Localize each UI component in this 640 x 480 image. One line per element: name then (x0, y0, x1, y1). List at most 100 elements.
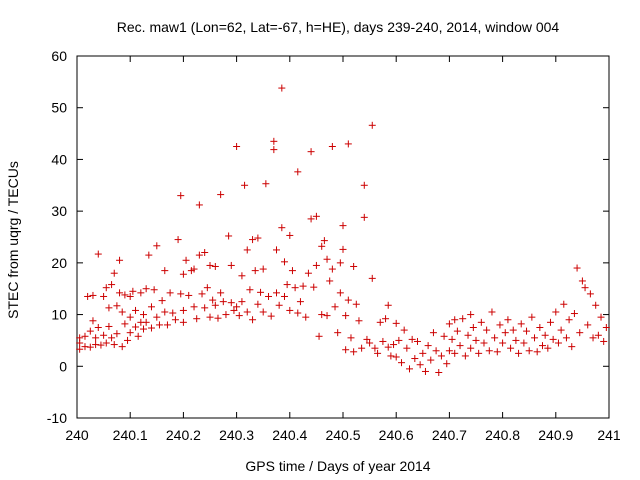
data-point (169, 309, 177, 317)
data-point (501, 329, 509, 337)
data-point (182, 256, 190, 264)
data-point (304, 269, 312, 277)
data-point (307, 215, 315, 223)
data-point (137, 289, 145, 297)
data-point (230, 306, 238, 314)
data-point (360, 213, 368, 221)
y-tick-label: -10 (47, 410, 67, 426)
data-point (92, 341, 100, 349)
data-point (408, 335, 416, 343)
data-point (344, 296, 352, 304)
data-point (576, 329, 584, 337)
data-point (219, 298, 227, 306)
data-point (126, 292, 134, 300)
data-point (211, 301, 219, 309)
data-point (100, 331, 108, 339)
data-point (299, 282, 307, 290)
data-point (416, 361, 424, 369)
data-point (243, 246, 251, 254)
data-point (296, 298, 304, 306)
data-point (275, 301, 283, 309)
data-point (334, 329, 342, 337)
data-point (267, 312, 275, 320)
data-point (395, 336, 403, 344)
data-point (89, 291, 97, 299)
data-point (147, 324, 155, 332)
y-tick-label: 50 (51, 100, 67, 116)
data-point (288, 267, 296, 275)
data-point (517, 320, 525, 328)
data-point (206, 313, 214, 321)
data-point (568, 343, 576, 351)
data-point (424, 342, 432, 350)
data-point (238, 298, 246, 306)
x-tick-label: 240.5 (325, 427, 360, 443)
data-point (307, 148, 315, 156)
data-point (177, 192, 185, 200)
data-point (350, 348, 358, 356)
data-point (235, 312, 243, 320)
data-point (363, 335, 371, 343)
data-point (150, 286, 158, 294)
data-point (384, 301, 392, 309)
x-tick-label: 240.1 (113, 427, 148, 443)
data-point (278, 84, 286, 92)
data-point (440, 332, 448, 340)
data-point (443, 360, 451, 368)
data-point (116, 256, 124, 264)
data-point (209, 296, 217, 304)
data-point (597, 313, 605, 321)
data-point (323, 312, 331, 320)
data-point (254, 300, 262, 308)
data-point (190, 265, 198, 273)
data-point (352, 300, 360, 308)
data-point (315, 332, 323, 340)
data-point (379, 337, 387, 345)
x-tick-label: 240.2 (166, 427, 201, 443)
data-point (222, 311, 230, 319)
data-point (384, 343, 392, 351)
data-point (113, 302, 121, 310)
data-point (166, 289, 174, 297)
data-point (259, 308, 267, 316)
data-point (390, 341, 398, 349)
data-point (140, 311, 147, 319)
data-point (134, 332, 142, 340)
data-point (562, 334, 570, 342)
data-point (105, 322, 113, 330)
data-point (453, 327, 461, 335)
data-point (488, 308, 496, 316)
data-point (445, 347, 453, 355)
data-point (584, 321, 592, 329)
data-point (97, 341, 105, 349)
data-point (339, 222, 347, 230)
data-point (445, 320, 453, 328)
data-point (108, 334, 116, 342)
data-point (270, 137, 278, 145)
x-tick-label: 240.3 (219, 427, 254, 443)
data-point (310, 283, 318, 291)
data-point (126, 329, 134, 337)
data-point (504, 316, 512, 324)
data-point (387, 352, 395, 360)
data-point (461, 352, 469, 360)
x-tick-label: 240.6 (379, 427, 414, 443)
data-point (163, 321, 171, 329)
data-point (129, 287, 137, 295)
plot-area: 240 240.1 240.2 240.3 240.4 240.5 240.6 240.7 24… (47, 48, 621, 443)
data-point (592, 301, 600, 309)
data-point (227, 299, 235, 307)
data-point (594, 331, 602, 339)
data-point (201, 249, 209, 257)
data-point (552, 308, 560, 316)
x-axis-ticks: 240 240.1 240.2 240.3 240.4 240.5 240.6 240.7 24… (65, 56, 621, 443)
data-point (126, 313, 134, 321)
data-point (451, 349, 459, 357)
data-point (121, 320, 129, 328)
data-point (344, 140, 352, 148)
data-point (469, 324, 477, 331)
y-tick-label: 0 (59, 358, 67, 374)
data-point (539, 342, 546, 350)
data-point (355, 317, 363, 325)
data-point (437, 352, 445, 360)
